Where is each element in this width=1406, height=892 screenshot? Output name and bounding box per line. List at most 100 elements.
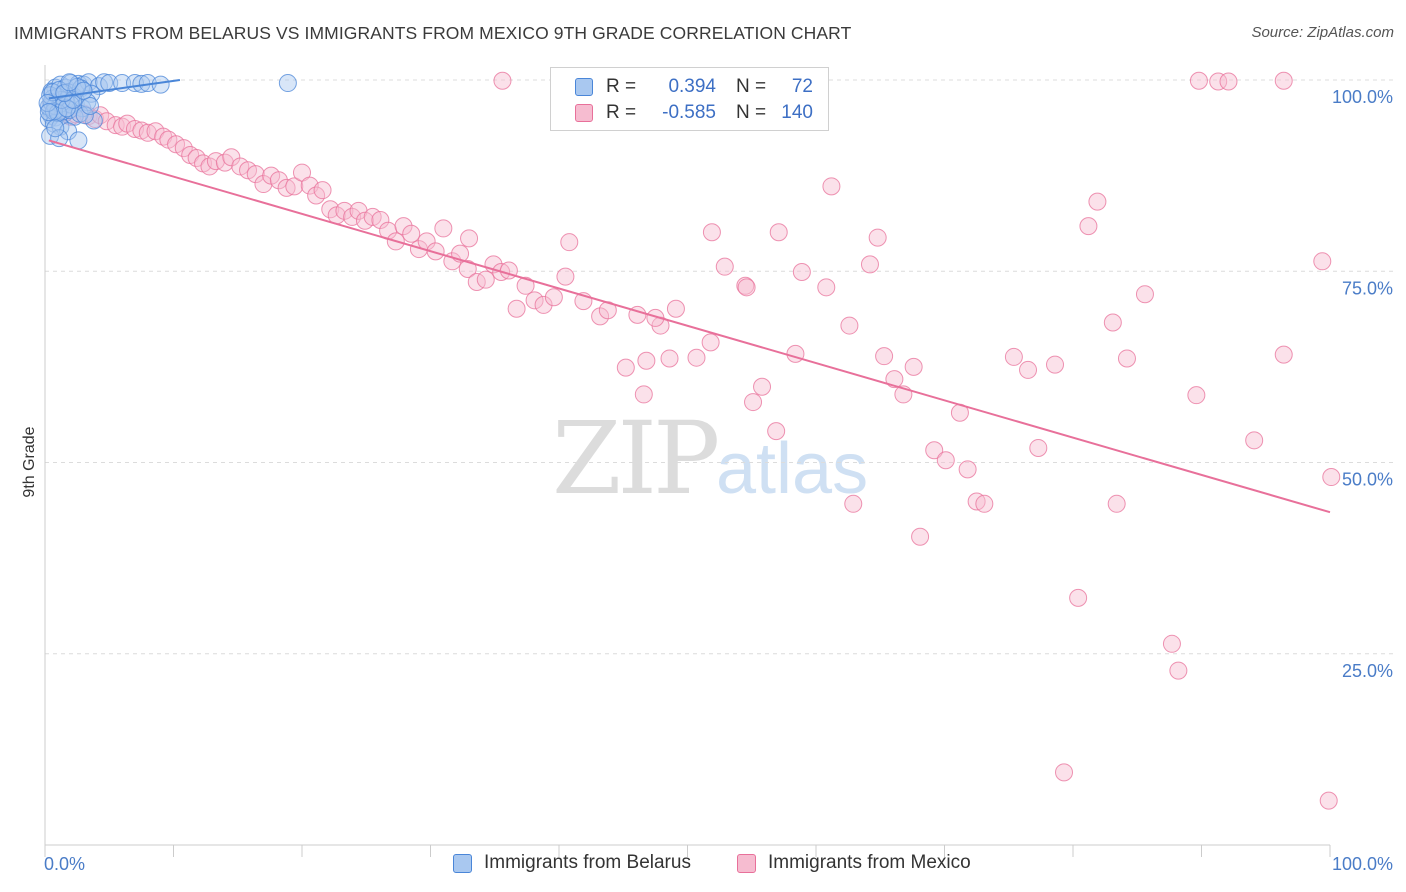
mexico-point: [885, 370, 904, 389]
y-tick-label: 25.0%: [1342, 661, 1393, 681]
mexico-point: [493, 71, 512, 90]
mexico-point: [1209, 72, 1228, 91]
mexico-point: [936, 451, 955, 470]
belarus-point: [50, 80, 69, 99]
belarus-point: [151, 75, 170, 94]
belarus-point: [39, 103, 58, 122]
mexico-point: [277, 178, 296, 197]
mexico-point: [560, 233, 579, 252]
mexico-point: [1245, 431, 1264, 450]
mexico-legend-label: Immigrants from Mexico: [768, 852, 971, 873]
mexico-point: [1107, 494, 1126, 513]
mexico-point: [792, 263, 811, 282]
belarus-swatch: [575, 78, 593, 96]
belarus-point: [46, 119, 65, 138]
mexico-point: [702, 223, 721, 242]
mexico-point: [460, 229, 479, 248]
bottom-legend-mexico: Immigrants from Mexico: [737, 852, 971, 874]
legend-row-mexico: R = -0.585 N = 140: [575, 101, 813, 125]
mexico-point: [868, 228, 887, 247]
n-value-mexico: 140: [781, 102, 813, 123]
r-value-mexico: -0.585: [662, 102, 716, 123]
belarus-point: [100, 74, 119, 93]
mexico-points: [42, 71, 1341, 810]
mexico-point: [394, 217, 413, 236]
mexico-point: [516, 276, 535, 295]
mexico-point: [1029, 438, 1048, 457]
mexico-point: [1004, 347, 1023, 366]
r-label: R =: [606, 76, 637, 97]
mexico-point: [660, 349, 679, 368]
mexico-point: [634, 385, 653, 404]
mexico-swatch: [575, 104, 593, 122]
y-axis-label: 9th Grade: [21, 426, 38, 497]
y-tick-label: 75.0%: [1342, 278, 1393, 298]
mexico-point: [844, 494, 863, 513]
mexico-point: [1274, 71, 1293, 90]
tick-labels: 100.0% 75.0% 50.0% 25.0% 0.0% 100.0% 9th Grade: [21, 87, 1393, 874]
mexico-point: [925, 441, 944, 460]
watermark-atlas: atlas: [716, 429, 869, 509]
belarus-point: [278, 74, 297, 93]
y-tick-label: 100.0%: [1332, 87, 1393, 107]
mexico-point: [715, 257, 734, 276]
mexico-point: [767, 422, 786, 441]
r-label: R =: [606, 102, 637, 123]
mexico-point: [206, 152, 225, 171]
belarus-trend-line: [48, 79, 181, 100]
mexico-point: [904, 357, 923, 376]
mexico-point: [1187, 386, 1206, 405]
bottom-legend-belarus: Immigrants from Belarus: [453, 852, 691, 874]
trend-lines: [48, 79, 1331, 514]
legend-row-belarus: R = 0.394 N = 72: [575, 75, 813, 99]
mexico-point: [507, 299, 526, 318]
mexico-point: [222, 148, 241, 167]
belarus-point: [80, 97, 99, 116]
mexico-point: [1135, 285, 1154, 304]
mexico-point: [817, 278, 836, 297]
mexico-point: [106, 116, 125, 135]
mexico-point: [860, 255, 879, 274]
mexico-point: [1103, 313, 1122, 332]
mexico-point: [822, 177, 841, 196]
mexico-point: [1079, 217, 1098, 236]
mexico-point: [174, 139, 193, 158]
r-value-belarus: 0.394: [668, 76, 716, 97]
x-tick-label-max: 100.0%: [1332, 854, 1393, 874]
mexico-legend-swatch: [737, 853, 756, 873]
mexico-point: [285, 177, 304, 196]
mexico-point: [1088, 192, 1107, 211]
mexico-point: [525, 291, 544, 310]
mexico-point: [737, 278, 756, 297]
mexico-point: [476, 270, 495, 289]
belarus-point: [75, 106, 94, 125]
mexico-point: [534, 295, 553, 314]
mexico-point: [426, 242, 445, 261]
chart-title: IMMIGRANTS FROM BELARUS VS IMMIGRANTS FR…: [14, 23, 852, 43]
mexico-point: [434, 219, 453, 238]
y-tick-label: 50.0%: [1342, 470, 1393, 490]
mexico-point: [544, 288, 563, 307]
mexico-point: [1169, 661, 1188, 680]
n-label: N =: [736, 76, 767, 97]
mexico-point: [875, 347, 894, 366]
belarus-legend-label: Immigrants from Belarus: [484, 852, 691, 873]
mexico-point: [1055, 763, 1074, 782]
mexico-point: [556, 267, 575, 286]
mexico-point: [138, 123, 157, 142]
mexico-point: [911, 527, 930, 546]
mexico-point: [701, 333, 720, 352]
mexico-point: [1322, 468, 1341, 487]
belarus-point: [60, 73, 79, 92]
mexico-point: [246, 165, 265, 184]
mexico-point: [840, 316, 859, 335]
watermark-zip: ZIP: [552, 400, 720, 517]
correlation-legend: R = 0.394 N = 72 R = -0.585 N = 140: [550, 67, 829, 131]
x-tick-label-min: 0.0%: [44, 854, 85, 874]
mexico-point: [687, 348, 706, 367]
mexico-point: [402, 224, 421, 243]
mexico-point: [458, 259, 477, 278]
belarus-legend-swatch: [453, 853, 472, 873]
mexico-point: [666, 299, 685, 318]
